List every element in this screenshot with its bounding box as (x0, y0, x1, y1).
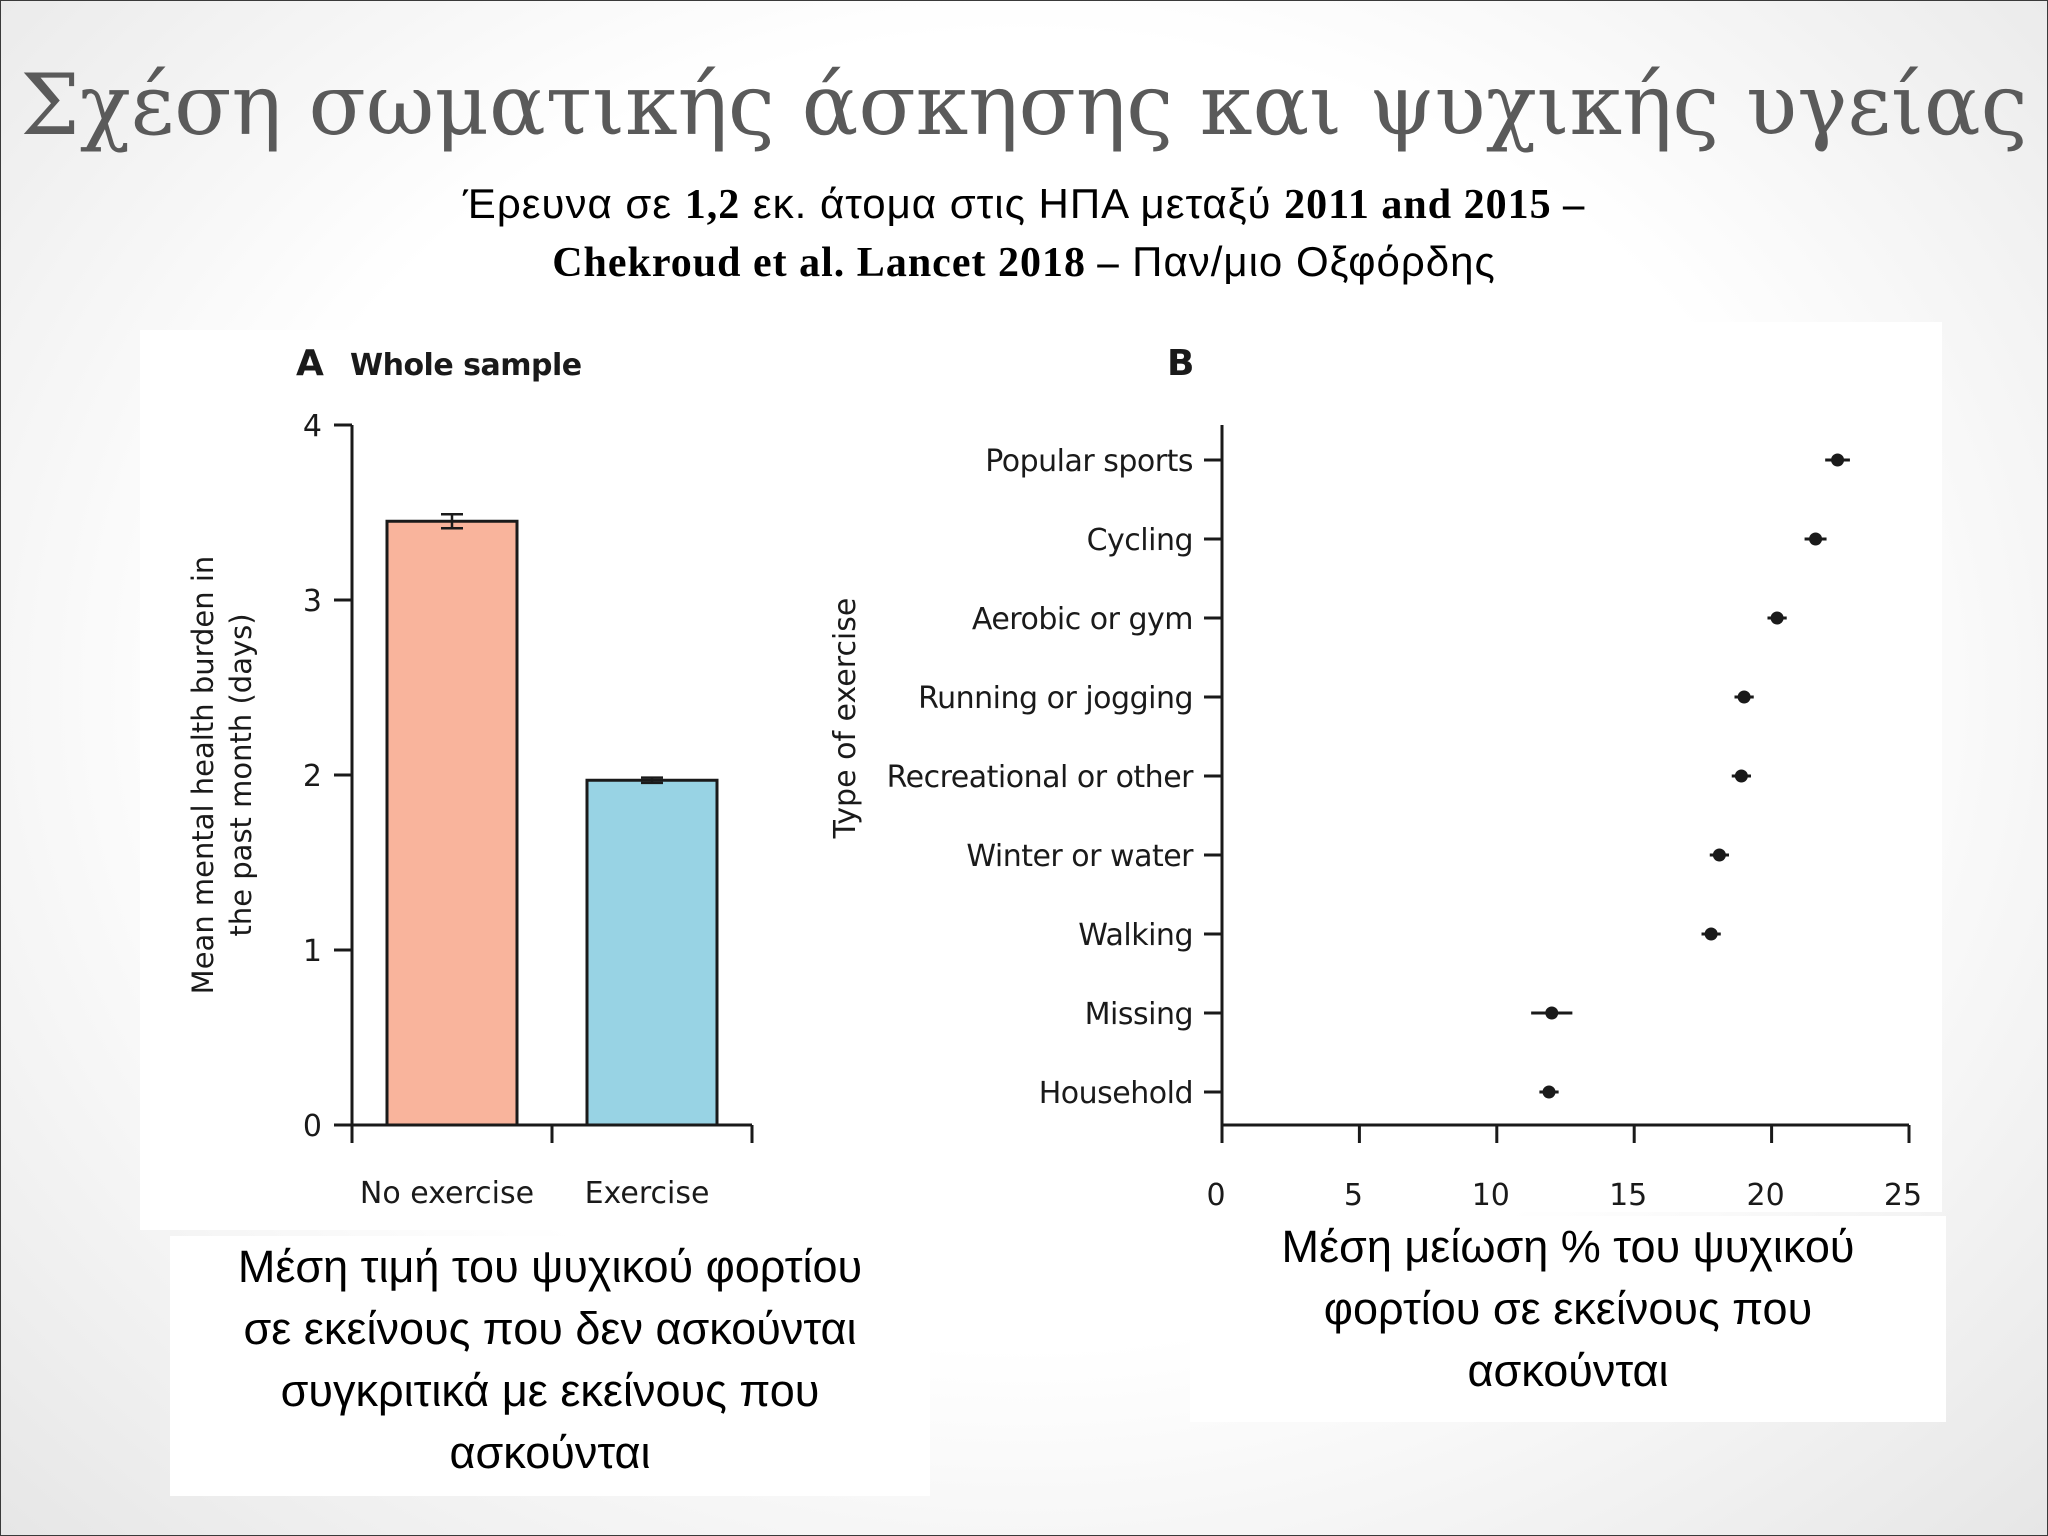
caption-left-line: σε εκείνους που δεν ασκούνται (243, 1303, 857, 1354)
data-point (1734, 769, 1748, 783)
subtitle-line-2: Chekroud et al. Lancet 2018 – Παν/μιο Οξ… (0, 238, 2048, 287)
subtitle-line-1-segment: Έρευνα σε (462, 180, 685, 227)
y-tick-label: 4 (303, 409, 322, 444)
x-category-label: No exercise (360, 1176, 534, 1211)
data-point (1712, 848, 1726, 862)
bar (585, 778, 719, 1127)
x-tick-label: 20 (1747, 1178, 1785, 1213)
y-category-label: Running or jogging (918, 681, 1193, 716)
bar (385, 519, 519, 1127)
y-category-label: Recreational or other (887, 760, 1194, 795)
y-axis-label-line: the past month (days) (224, 613, 258, 936)
y-tick-label: 1 (303, 934, 322, 969)
data-point (1770, 611, 1784, 625)
subtitle-line-1-segment: εκ. άτομα στις ΗΠΑ μεταξύ (740, 180, 1285, 227)
data-point (1831, 453, 1845, 467)
y-tick-label: 0 (303, 1109, 322, 1144)
y-category-label: Missing (1085, 997, 1193, 1032)
y-tick-label: 2 (303, 759, 322, 794)
caption-right: Μέση μείωση % του ψυχικού φορτίου σε εκεί… (1190, 1216, 1946, 1422)
caption-left-line: συγκριτικά με εκείνους που (280, 1365, 820, 1416)
y-axis-label-line: Mean mental health burden in (186, 556, 220, 995)
x-tick-label: 15 (1609, 1178, 1647, 1213)
x-tick-label: 10 (1472, 1178, 1510, 1213)
panel-a-title: Whole sample (350, 348, 582, 383)
y-category-label: Winter or water (966, 839, 1194, 874)
caption-right-line: ασκούνται (1467, 1345, 1669, 1396)
caption-left-line: Μέση τιμή του ψυχικού φορτίου (237, 1241, 863, 1292)
x-tick-label: 25 (1884, 1178, 1922, 1213)
data-point (1542, 1085, 1556, 1099)
data-point (1809, 532, 1823, 546)
caption-right-line: Μέση μείωση % του ψυχικού (1281, 1221, 1855, 1272)
slide-title: Σχέση σωματικής άσκησης και ψυχικής υγεί… (20, 56, 2028, 154)
subtitle-line-2-segment: Παν/μιο Οξφόρδης (1119, 238, 1496, 285)
subtitle-line-1-segment: 2011 and 2015 – (1284, 182, 1586, 228)
y-category-label: Cycling (1087, 523, 1193, 558)
x-category-label: Exercise (585, 1176, 710, 1211)
y-category-label: Household (1039, 1076, 1193, 1111)
y-category-label: Aerobic or gym (972, 602, 1193, 637)
subtitle-line-1: Έρευνα σε 1,2 εκ. άτομα στις ΗΠΑ μεταξύ … (0, 180, 2048, 229)
chart-b-background (800, 322, 1942, 1212)
subtitle-line-1-segment: 1,2 (684, 182, 741, 228)
y-category-label: Walking (1078, 918, 1193, 953)
y-category-label: Popular sports (985, 444, 1193, 479)
caption-right-line: φορτίου σε εκείνους που (1323, 1283, 1813, 1334)
panel-a-label: A (296, 343, 324, 384)
x-tick-label: 5 (1344, 1178, 1363, 1213)
data-point (1737, 690, 1751, 704)
caption-left-line: ασκούνται (449, 1427, 651, 1478)
y-tick-label: 3 (303, 584, 322, 619)
subtitle-line-2-segment: Chekroud et al. Lancet 2018 – (552, 240, 1120, 286)
x-tick-label: 0 (1206, 1178, 1225, 1213)
panel-b-label: B (1167, 343, 1194, 384)
data-point (1704, 927, 1718, 941)
caption-left: Μέση τιμή του ψυχικού φορτίου σε εκείνους… (170, 1236, 930, 1496)
data-point (1545, 1006, 1559, 1020)
y-axis-label: Type of exercise (828, 598, 863, 840)
y-axis-label: Mean mental health burden in the past mon… (186, 556, 258, 995)
